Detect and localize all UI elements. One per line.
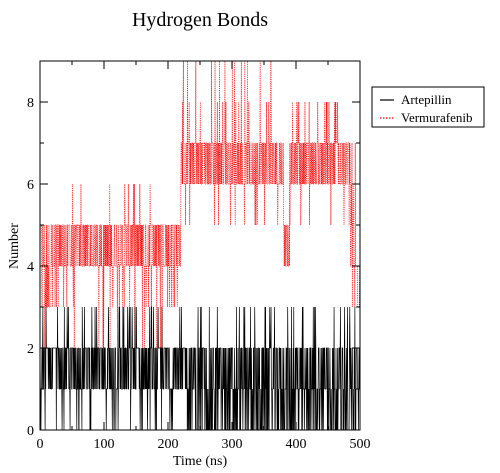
x-tick-label: 100 [94,437,115,452]
x-axis-label: Time (ns) [173,454,228,469]
y-tick-label: 0 [27,424,34,439]
series-line-vermurafenib [39,60,361,349]
y-tick-label: 4 [27,260,34,275]
chart-title: Hydrogen Bonds [132,9,268,31]
series-line-artepillin [39,306,361,431]
legend-label-artepillin: Artepillin [401,92,452,107]
x-axis: 0 100 200 300 400 500 [37,61,371,452]
legend-box [371,86,485,128]
x-tick-label: 500 [350,437,371,452]
y-tick-label: 6 [27,178,34,193]
x-tick-label: 0 [37,437,44,452]
y-tick-label: 8 [27,96,34,111]
x-tick-label: 300 [222,437,243,452]
x-tick-label: 200 [158,437,179,452]
legend: Artepillin Vermurafenib [371,86,485,128]
legend-label-vermurafenib: Vermurafenib [401,110,472,125]
x-tick-label: 400 [286,437,307,452]
y-axis: 0 2 4 6 8 [27,96,360,439]
y-axis-label: Number [7,223,22,269]
y-tick-label: 2 [27,342,34,357]
series-layer [39,60,361,431]
